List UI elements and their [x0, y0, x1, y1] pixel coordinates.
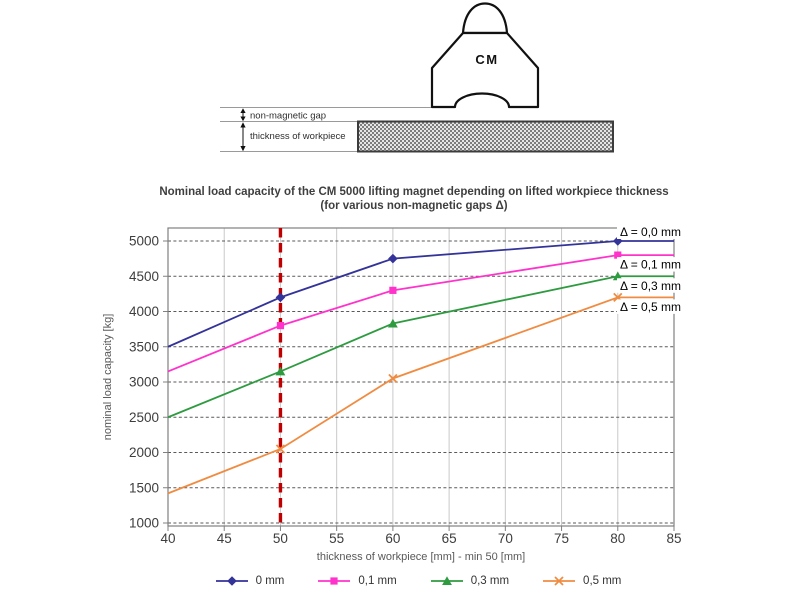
y-tick-label: 4000: [129, 304, 159, 319]
marker-triangle: [441, 576, 452, 585]
marker-triangle: [387, 318, 398, 328]
x-tick-label: 75: [554, 531, 569, 546]
legend-label: 0,5 mm: [583, 575, 622, 587]
x-tick-label: 40: [160, 531, 175, 546]
x-tick-label: 80: [610, 531, 625, 546]
magnet-body: [430, 31, 540, 109]
marker-diamond: [388, 253, 398, 264]
y-tick-label: 1000: [129, 516, 159, 531]
legend-marker-05mm-icon: [543, 576, 576, 586]
y-tick-label: 4500: [129, 269, 159, 284]
workpiece-bar: [357, 120, 614, 153]
gap-label: non-magnetic gap: [250, 111, 326, 122]
marker-square: [276, 322, 285, 330]
workpiece-label: thickness of workpiece: [250, 131, 346, 142]
x-tick-label: 70: [498, 531, 513, 546]
legend-marker-0mm-icon: [215, 576, 248, 586]
gap-dimension-arrow: [240, 108, 246, 122]
legend-item-0mm: 0 mm: [215, 575, 285, 587]
y-tick-label: 3000: [129, 375, 159, 390]
annotation-delta-label: Δ = 0,3 mm: [620, 279, 681, 293]
x-tick-label: 50: [273, 531, 288, 546]
y-tick-label: 5000: [129, 234, 159, 249]
series-line-0mm: [167, 240, 674, 348]
series-line-05mm: [167, 296, 674, 495]
thickness-dimension-arrow: [240, 122, 246, 152]
marker-x: [554, 576, 564, 586]
marker-square: [614, 251, 622, 259]
legend-label: 0,1 mm: [358, 575, 397, 587]
y-axis-title: nominal load capacity [kg]: [102, 314, 114, 441]
legend-label: 0,3 mm: [470, 575, 510, 587]
marker-diamond: [275, 292, 286, 303]
plot-border: [167, 227, 675, 527]
x-axis-title: thickness of workpiece [mm] - min 50 [mm…: [317, 551, 525, 563]
y-tick-label: 2500: [129, 410, 159, 425]
x-tick-label: 85: [666, 531, 681, 546]
chart-title-line1: Nominal load capacity of the CM 5000 lif…: [159, 186, 669, 198]
annotation-bg: [617, 278, 697, 293]
marker-triangle: [275, 366, 286, 376]
x-tick-label: 60: [385, 531, 400, 546]
y-tick-label: 1500: [129, 480, 159, 495]
load-capacity-chart: 40 45 50 55 60 65 70 75 80 85 1000 1500 2000 2500 3000…: [102, 224, 697, 563]
marker-x: [388, 373, 398, 384]
x-tick-label: 65: [442, 531, 457, 546]
annotation-delta-label: Δ = 0,1 mm: [620, 258, 681, 272]
legend-label: 0 mm: [255, 575, 285, 587]
marker-square: [389, 286, 397, 294]
magnet-diagram: non-magnetic gap thickness of workpiece …: [220, 2, 614, 153]
y-tick-label: 2000: [129, 445, 159, 460]
annotation-bg: [617, 224, 697, 239]
marker-triangle: [612, 271, 623, 281]
y-tick-label: 3500: [129, 339, 159, 354]
magnet-lifting-eye: [461, 2, 509, 35]
chart-legend: 0 mm 0,1 mm 0,3 mm 0,5 mm: [0, 575, 800, 587]
annotation-bg: [617, 299, 697, 314]
magnet-label: CM: [475, 52, 498, 67]
marker-diamond: [226, 576, 237, 586]
chart-title: Nominal load capacity of the CM 5000 lif…: [21, 186, 800, 213]
marker-square: [330, 577, 338, 585]
annotation-delta-label: Δ = 0,0 mm: [620, 225, 681, 239]
chart-title-line2: (for various non-magnetic gaps Δ): [320, 199, 508, 212]
legend-marker-01mm-icon: [318, 577, 351, 585]
x-tick-label: 55: [329, 531, 344, 546]
legend-marker-03mm-icon: [430, 576, 463, 585]
marker-x: [275, 444, 286, 454]
x-tick-label: 45: [217, 531, 232, 546]
annotation-bg: [617, 257, 697, 272]
annotation-delta-label: Δ = 0,5 mm: [620, 300, 681, 314]
legend-item-01mm: 0,1 mm: [317, 575, 397, 587]
legend-item-05mm: 0,5 mm: [542, 575, 621, 587]
legend-item-03mm: 0,3 mm: [430, 575, 509, 587]
